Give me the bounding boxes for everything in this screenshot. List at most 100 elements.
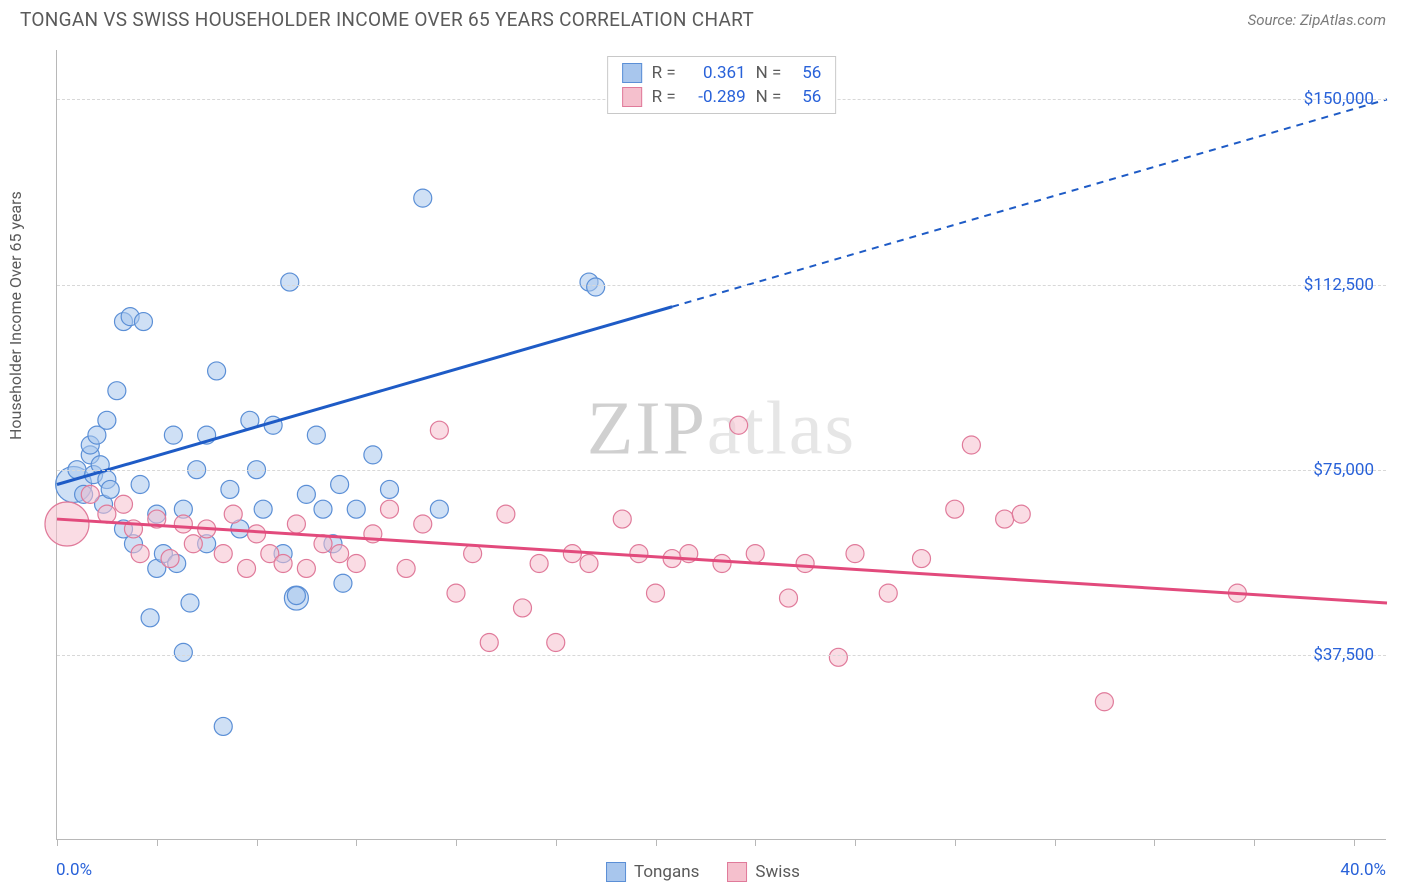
data-point: [331, 476, 349, 494]
legend-n-label: N =: [756, 87, 782, 107]
data-point: [879, 584, 897, 602]
data-point: [281, 273, 299, 291]
x-tick: [656, 839, 657, 846]
x-tick: [1055, 839, 1056, 846]
data-point: [248, 525, 266, 543]
legend-item: Tongans: [606, 862, 699, 882]
data-point: [287, 515, 305, 533]
trend-line: [57, 519, 1387, 603]
data-point: [184, 535, 202, 553]
data-point: [846, 545, 864, 563]
data-point: [334, 574, 352, 592]
data-point: [381, 480, 399, 498]
series-legend: Tongans Swiss: [606, 862, 800, 882]
x-tick: [57, 839, 58, 846]
data-point: [134, 313, 152, 331]
data-point: [347, 500, 365, 518]
scatter-plot-svg: [57, 50, 1386, 839]
data-point: [297, 485, 315, 503]
data-point: [647, 584, 665, 602]
data-point: [962, 436, 980, 454]
data-point: [161, 550, 179, 568]
legend-n-value: 56: [791, 63, 821, 83]
data-point: [580, 555, 598, 573]
chart-title: TONGAN VS SWISS HOUSEHOLDER INCOME OVER …: [20, 8, 754, 31]
source-attribution: Source: ZipAtlas.com: [1248, 11, 1386, 29]
data-point: [464, 545, 482, 563]
data-point: [587, 278, 605, 296]
x-tick: [855, 839, 856, 846]
legend-swatch: [606, 862, 626, 882]
x-tick: [456, 839, 457, 846]
data-point: [141, 609, 159, 627]
gridline: [57, 470, 1386, 471]
legend-label: Tongans: [634, 862, 699, 882]
data-point: [214, 545, 232, 563]
data-point: [946, 500, 964, 518]
data-point: [254, 500, 272, 518]
x-tick: [1354, 839, 1355, 846]
data-point: [480, 634, 498, 652]
data-point: [414, 515, 432, 533]
legend-r-label: R =: [652, 63, 676, 83]
data-point: [746, 545, 764, 563]
data-point: [297, 559, 315, 577]
y-tick-label: $112,500: [1304, 275, 1374, 295]
data-point: [414, 189, 432, 207]
legend-item: Swiss: [727, 862, 800, 882]
data-point: [181, 594, 199, 612]
data-point: [497, 505, 515, 523]
data-point: [364, 446, 382, 464]
trend-line-extrapolated: [672, 99, 1387, 306]
data-point: [447, 584, 465, 602]
data-point: [115, 495, 133, 513]
data-point: [796, 555, 814, 573]
y-axis-label: Householder Income Over 65 years: [6, 191, 25, 440]
y-tick-label: $150,000: [1304, 89, 1374, 109]
data-point: [238, 559, 256, 577]
data-point: [514, 599, 532, 617]
x-tick: [1254, 839, 1255, 846]
legend-stats-row: R = 0.361 N = 56: [622, 61, 822, 85]
data-point: [430, 421, 448, 439]
x-tick: [257, 839, 258, 846]
data-point: [530, 555, 548, 573]
data-point: [81, 485, 99, 503]
data-point: [98, 411, 116, 429]
x-tick: [755, 839, 756, 846]
data-point: [174, 515, 192, 533]
data-point: [347, 555, 365, 573]
data-point: [131, 476, 149, 494]
data-point: [164, 426, 182, 444]
legend-swatch: [622, 63, 642, 83]
legend-n-value: 56: [791, 87, 821, 107]
data-point: [730, 416, 748, 434]
data-point: [996, 510, 1014, 528]
x-tick: [955, 839, 956, 846]
legend-n-label: N =: [756, 63, 782, 83]
data-point: [829, 648, 847, 666]
data-point: [314, 500, 332, 518]
data-point: [331, 545, 349, 563]
legend-r-label: R =: [652, 87, 676, 107]
data-point: [430, 500, 448, 518]
y-tick-label: $75,000: [1313, 460, 1374, 480]
data-point: [208, 362, 226, 380]
data-point: [913, 550, 931, 568]
data-point: [224, 505, 242, 523]
legend-r-value: 0.361: [686, 63, 746, 83]
x-tick: [356, 839, 357, 846]
y-tick-label: $37,500: [1313, 645, 1374, 665]
legend-swatch: [622, 87, 642, 107]
data-point: [713, 555, 731, 573]
data-point: [613, 510, 631, 528]
x-tick: [1154, 839, 1155, 846]
data-point: [101, 480, 119, 498]
x-tick: [556, 839, 557, 846]
data-point: [287, 587, 305, 605]
data-point: [547, 634, 565, 652]
data-point: [1095, 693, 1113, 711]
data-point: [630, 545, 648, 563]
legend-swatch: [727, 862, 747, 882]
data-point: [214, 717, 232, 735]
